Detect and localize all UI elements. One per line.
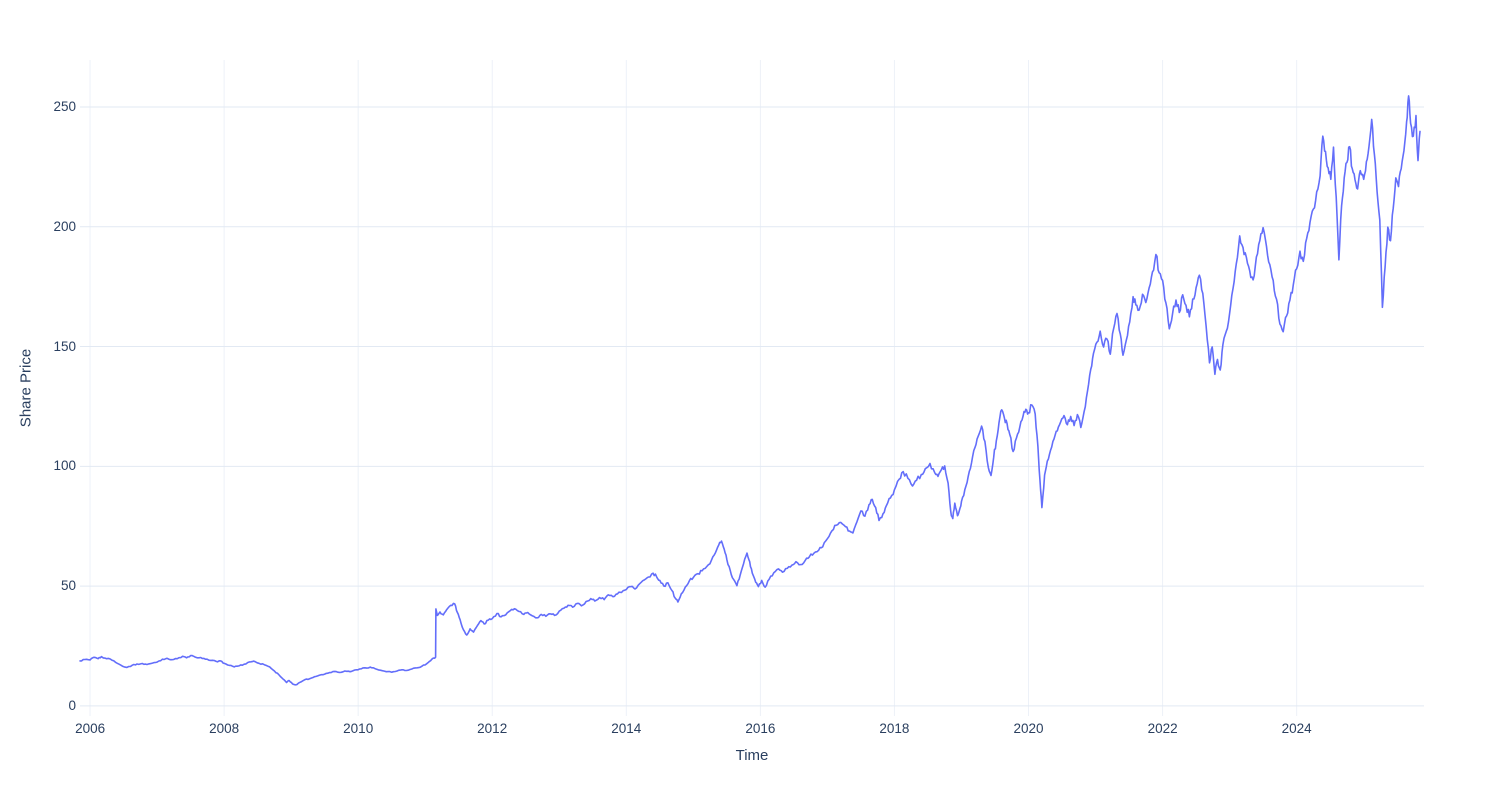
- y-tick-label: 250: [53, 99, 76, 114]
- y-tick-label: 100: [53, 458, 76, 474]
- x-tick-label: 2012: [477, 721, 508, 736]
- x-tick-label: 2020: [1013, 721, 1044, 736]
- y-tick-label: 150: [53, 338, 76, 354]
- x-tick-label: 2014: [611, 721, 642, 736]
- x-tick-label: 2006: [75, 721, 106, 736]
- x-tick-label: 2018: [879, 721, 910, 736]
- x-tick-label: 2022: [1147, 721, 1178, 736]
- y-tick-label: 200: [53, 218, 76, 234]
- price-line-series[interactable]: [79, 95, 1421, 686]
- x-axis-title: Time: [735, 747, 769, 764]
- x-tick-label: 2024: [1281, 721, 1312, 736]
- x-tick-label: 2010: [343, 721, 374, 736]
- y-tick-label: 50: [60, 578, 76, 594]
- x-tick-label: 2008: [209, 721, 240, 736]
- y-tick-label: 0: [68, 697, 76, 713]
- y-axis-title: Share Price: [17, 348, 35, 428]
- x-tick-label: 2016: [745, 721, 776, 736]
